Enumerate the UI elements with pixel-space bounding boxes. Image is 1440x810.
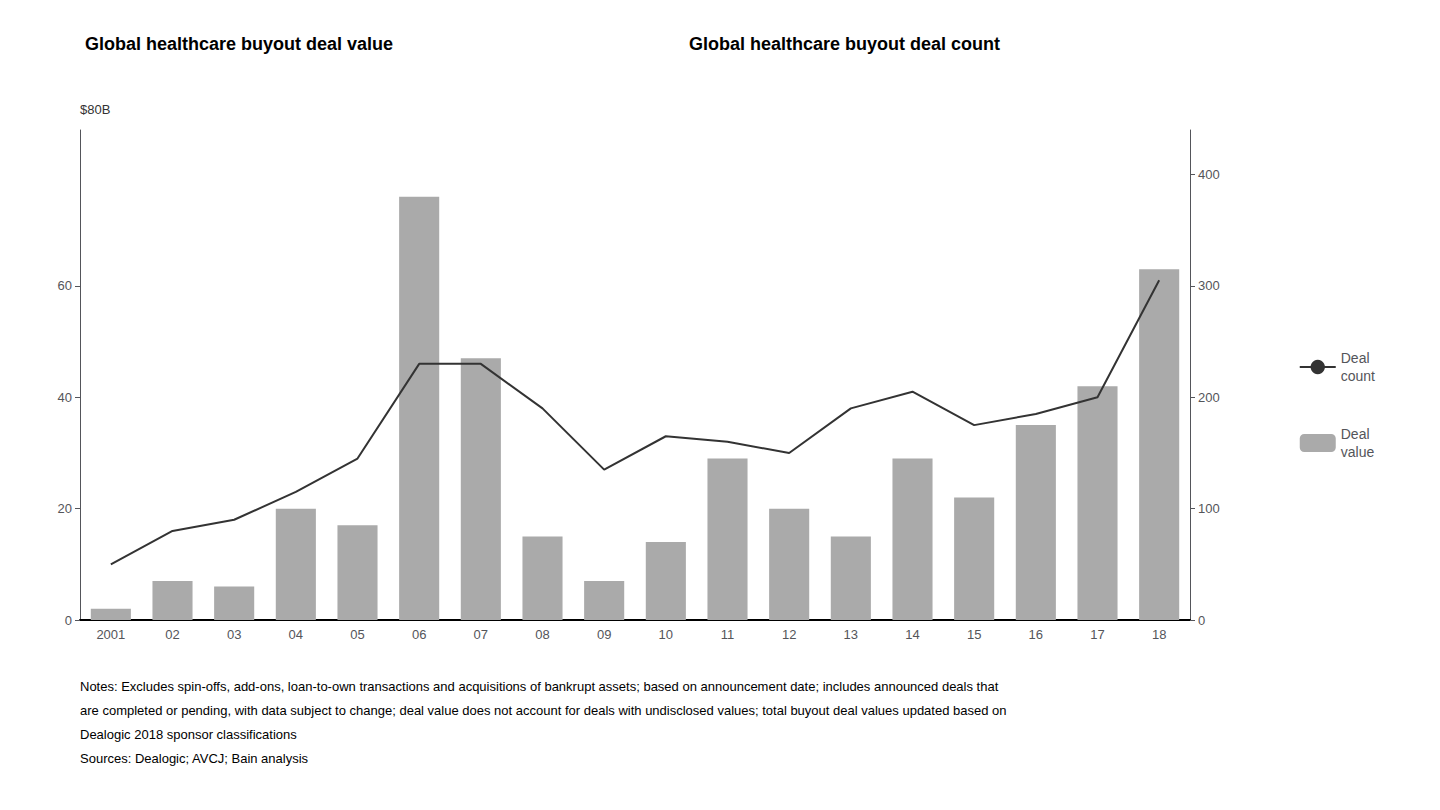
svg-text:40: 40 <box>58 390 72 405</box>
svg-text:18: 18 <box>1152 627 1166 642</box>
svg-text:15: 15 <box>967 627 981 642</box>
svg-text:12: 12 <box>782 627 796 642</box>
svg-text:value: value <box>1341 444 1375 460</box>
svg-text:17: 17 <box>1090 627 1104 642</box>
svg-text:11: 11 <box>721 627 735 642</box>
svg-text:06: 06 <box>412 627 426 642</box>
svg-text:0: 0 <box>65 613 72 628</box>
svg-text:14: 14 <box>905 627 919 642</box>
svg-text:05: 05 <box>350 627 364 642</box>
svg-text:Notes: Excludes spin-offs, add: Notes: Excludes spin-offs, add-ons, loan… <box>80 679 999 694</box>
svg-text:Global healthcare buyout deal: Global healthcare buyout deal value <box>85 34 393 54</box>
svg-text:400: 400 <box>1198 167 1220 182</box>
svg-text:$80B: $80B <box>80 102 110 117</box>
svg-text:count: count <box>1341 368 1375 384</box>
svg-text:04: 04 <box>289 627 303 642</box>
svg-text:Deal: Deal <box>1341 426 1370 442</box>
svg-text:03: 03 <box>227 627 241 642</box>
svg-text:02: 02 <box>165 627 179 642</box>
svg-text:20: 20 <box>58 501 72 516</box>
svg-text:09: 09 <box>597 627 611 642</box>
svg-text:200: 200 <box>1198 390 1220 405</box>
svg-text:2001: 2001 <box>96 627 125 642</box>
svg-text:10: 10 <box>659 627 673 642</box>
svg-text:Global healthcare buyout deal: Global healthcare buyout deal count <box>689 34 1000 54</box>
svg-text:300: 300 <box>1198 278 1220 293</box>
svg-text:13: 13 <box>844 627 858 642</box>
svg-text:are completed or pending, with: are completed or pending, with data subj… <box>80 703 1007 718</box>
svg-text:16: 16 <box>1029 627 1043 642</box>
svg-text:60: 60 <box>58 278 72 293</box>
svg-text:Sources: Dealogic; AVCJ; Bain: Sources: Dealogic; AVCJ; Bain analysis <box>80 751 309 766</box>
svg-text:100: 100 <box>1198 501 1220 516</box>
svg-text:0: 0 <box>1198 613 1205 628</box>
svg-text:08: 08 <box>535 627 549 642</box>
svg-text:Deal: Deal <box>1341 350 1370 366</box>
svg-text:07: 07 <box>474 627 488 642</box>
svg-text:Dealogic 2018 sponsor classifi: Dealogic 2018 sponsor classifications <box>80 727 297 742</box>
